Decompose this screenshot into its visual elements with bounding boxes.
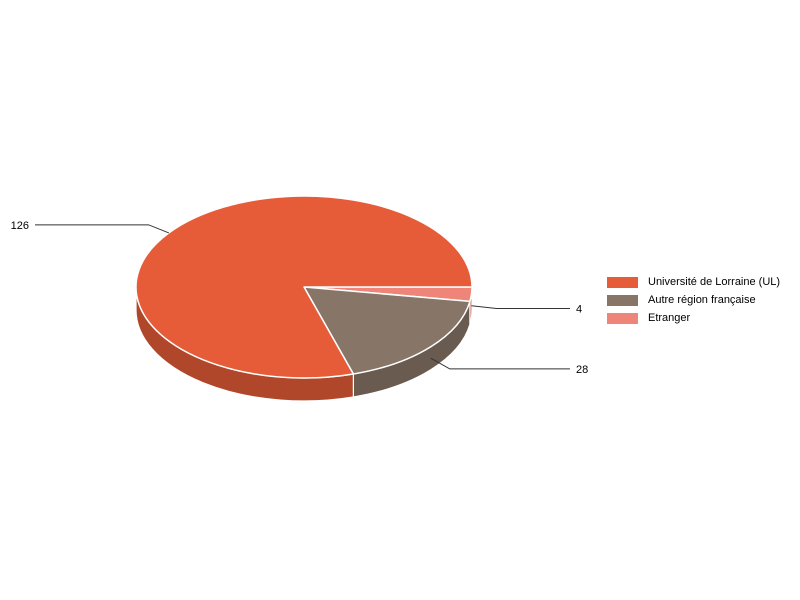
legend-item: Autre région française — [607, 294, 780, 306]
legend: Université de Lorraine (UL) Autre région … — [607, 276, 780, 330]
label-leader-line — [430, 357, 570, 370]
pie-slice-1[interactable] — [303, 286, 471, 375]
legend-swatch — [607, 276, 638, 288]
pie-data-label: 4 — [576, 304, 582, 316]
legend-item: Etranger — [607, 312, 780, 324]
legend-item: Université de Lorraine (UL) — [607, 276, 780, 288]
legend-item-label: Autre région française — [648, 294, 756, 306]
legend-item-label: Université de Lorraine (UL) — [648, 276, 781, 288]
pie-slice-0[interactable] — [135, 195, 473, 379]
label-leader-line — [471, 305, 570, 310]
pie-data-label: 126 — [11, 220, 29, 232]
legend-swatch — [607, 312, 638, 324]
label-leader-line — [35, 224, 170, 234]
legend-swatch — [607, 294, 638, 306]
pie-data-label: 28 — [576, 364, 588, 376]
legend-item-label: Etranger — [648, 312, 691, 324]
